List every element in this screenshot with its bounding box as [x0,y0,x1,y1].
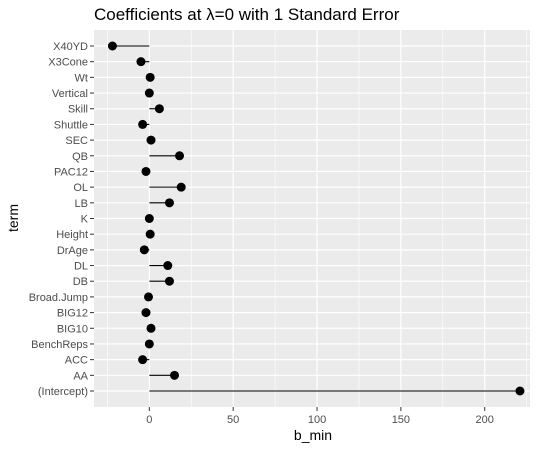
x-axis-title: b_min [294,427,332,443]
y-tick-label: Broad.Jump [29,292,88,304]
y-tick-label: (Intercept) [38,386,88,398]
y-tick-label: LB [75,198,88,210]
y-tick-label: Vertical [52,88,88,100]
x-tick-label: 200 [476,414,494,426]
y-tick-label: X40YD [53,41,88,53]
y-tick-label: K [81,214,89,226]
point [138,119,148,129]
x-tick-label: 0 [146,414,152,426]
y-tick-label: DrAge [57,245,88,257]
y-tick-label: OL [73,182,88,194]
point [145,72,155,82]
point [145,229,155,239]
y-axis: X40YD X3Cone Wt Vertical Skill Shuttle SEC QB PA… [29,41,94,398]
point [107,41,117,51]
y-tick-label: BIG10 [57,323,88,335]
point [138,355,148,365]
point [164,198,174,208]
point [175,151,185,161]
y-tick-label: BIG12 [57,308,88,320]
y-tick-label: DL [74,261,88,273]
point [154,104,164,114]
y-tick-label: BenchReps [31,339,88,351]
y-tick-label: PAC12 [54,166,88,178]
x-tick-label: 150 [392,414,410,426]
y-tick-label: QB [72,151,88,163]
y-tick-label: Shuttle [54,119,88,131]
y-tick-label: DB [73,276,88,288]
point [136,57,146,67]
y-tick-label: ACC [65,355,88,367]
point [163,261,173,271]
point [141,166,151,176]
points [107,41,525,396]
x-tick-label: 100 [308,414,326,426]
y-tick-label: SEC [65,135,88,147]
y-tick-label: Skill [68,104,88,116]
point [144,292,153,302]
point [146,135,156,145]
point [515,386,525,396]
point [146,323,156,333]
point [144,339,154,349]
y-tick-label: X3Cone [48,57,88,69]
y-tick-label: Height [56,229,88,241]
chart-title: Coefficients at λ=0 with 1 Standard Erro… [94,5,400,24]
point [164,276,174,286]
point [176,182,186,192]
point [169,370,179,380]
point [144,88,154,98]
point [139,245,149,255]
x-tick-label: 50 [227,414,239,426]
point [141,308,151,318]
x-axis: 0 50 100 150 200 [146,407,494,426]
grid-major [94,30,530,407]
y-axis-title: term [5,204,21,232]
y-tick-label: Wt [75,72,88,84]
y-tick-label: AA [73,370,88,382]
point [144,214,154,223]
